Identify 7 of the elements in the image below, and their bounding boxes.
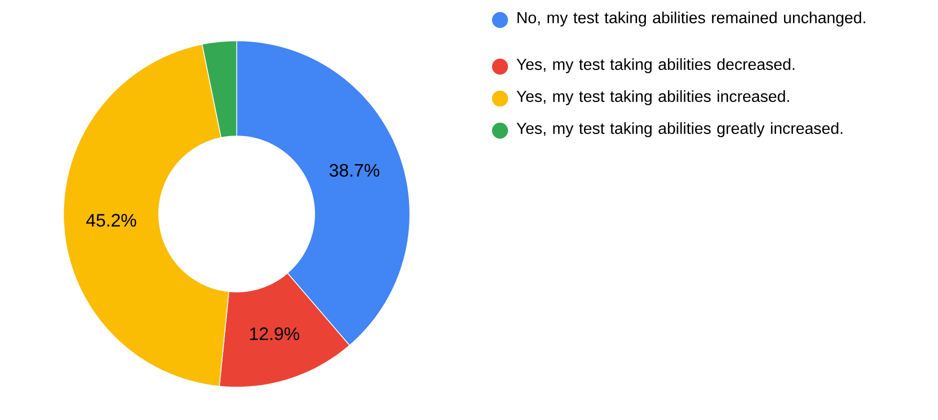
legend-label: No, my test taking abilities remained unchanged. xyxy=(518,12,866,27)
data-label: 38.7% xyxy=(330,164,380,177)
legend-label: Yes, my test taking abilities greatly increased. xyxy=(516,122,842,138)
data-label: 12.9% xyxy=(250,327,300,340)
legend-label: Yes, my test taking abilities decreased. xyxy=(516,58,794,74)
legend-label: Yes, my test taking abilities increased. xyxy=(516,90,789,106)
data-label: 45.2% xyxy=(86,214,136,227)
